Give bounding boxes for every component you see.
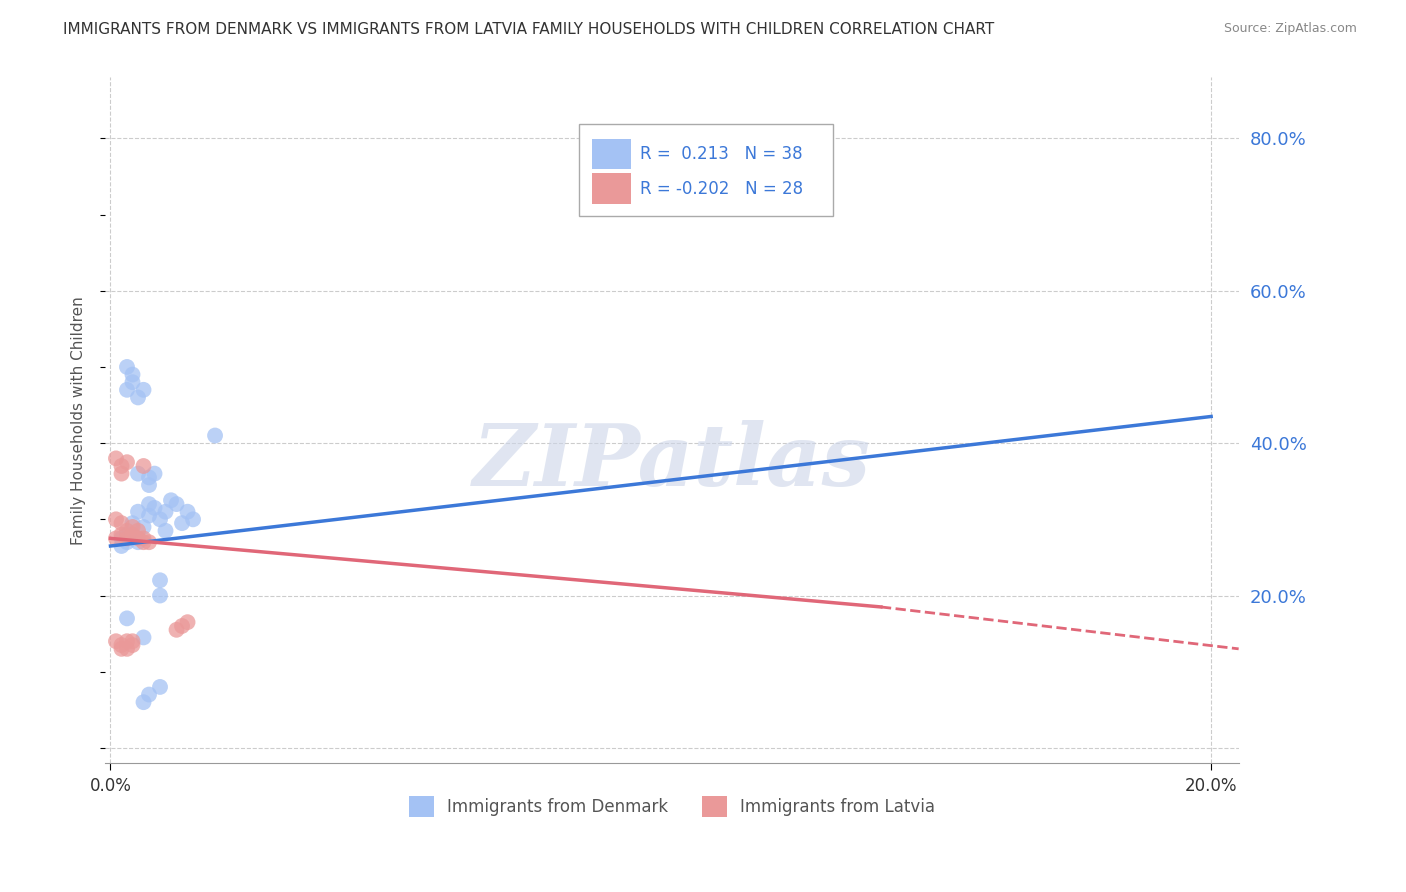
Point [127, 535, 149, 549]
FancyBboxPatch shape [579, 124, 832, 216]
Point [138, 497, 160, 511]
Point [115, 527, 138, 541]
Point [105, 634, 128, 648]
Point [138, 478, 160, 492]
Point [149, 589, 172, 603]
Point [170, 619, 193, 633]
Point [176, 615, 198, 630]
Point [110, 467, 132, 481]
Point [105, 451, 128, 466]
Point [121, 520, 143, 534]
Point [127, 524, 149, 538]
FancyBboxPatch shape [592, 139, 631, 169]
Point [176, 505, 198, 519]
Point [115, 535, 138, 549]
Point [138, 688, 160, 702]
Point [115, 455, 138, 469]
Point [149, 680, 172, 694]
Point [181, 512, 204, 526]
Point [127, 505, 149, 519]
Point [115, 532, 138, 546]
Point [132, 535, 155, 549]
Point [110, 539, 132, 553]
Text: ZIPatlas: ZIPatlas [472, 419, 870, 503]
Point [149, 574, 172, 588]
Point [105, 532, 128, 546]
Point [121, 638, 143, 652]
Point [105, 512, 128, 526]
Point [166, 497, 188, 511]
Point [110, 516, 132, 530]
Point [115, 634, 138, 648]
Point [127, 532, 149, 546]
Point [132, 532, 155, 546]
Point [121, 527, 143, 541]
Point [143, 500, 166, 515]
Point [115, 641, 138, 656]
Point [110, 638, 132, 652]
Point [132, 695, 155, 709]
Point [204, 428, 226, 442]
Point [121, 527, 143, 541]
Point [127, 391, 149, 405]
Point [143, 467, 166, 481]
FancyBboxPatch shape [592, 173, 631, 203]
Text: IMMIGRANTS FROM DENMARK VS IMMIGRANTS FROM LATVIA FAMILY HOUSEHOLDS WITH CHILDRE: IMMIGRANTS FROM DENMARK VS IMMIGRANTS FR… [63, 22, 994, 37]
Point [110, 458, 132, 473]
Point [127, 467, 149, 481]
Point [115, 359, 138, 374]
Point [166, 623, 188, 637]
Point [121, 368, 143, 382]
Legend: Immigrants from Denmark, Immigrants from Latvia: Immigrants from Denmark, Immigrants from… [402, 789, 942, 823]
Point [132, 458, 155, 473]
Point [138, 535, 160, 549]
Point [155, 505, 177, 519]
Point [138, 508, 160, 523]
Point [115, 383, 138, 397]
Point [115, 611, 138, 625]
Point [132, 383, 155, 397]
Y-axis label: Family Households with Children: Family Households with Children [72, 296, 86, 545]
Point [132, 520, 155, 534]
Point [149, 512, 172, 526]
Text: Source: ZipAtlas.com: Source: ZipAtlas.com [1223, 22, 1357, 36]
Point [138, 470, 160, 484]
Point [121, 516, 143, 530]
Point [121, 375, 143, 389]
Point [160, 493, 183, 508]
Text: R = -0.202   N = 28: R = -0.202 N = 28 [640, 179, 803, 197]
Text: R =  0.213   N = 38: R = 0.213 N = 38 [640, 145, 803, 163]
Point [110, 641, 132, 656]
Point [132, 631, 155, 645]
Point [115, 524, 138, 538]
Point [110, 527, 132, 541]
Point [121, 634, 143, 648]
Point [110, 532, 132, 546]
Point [170, 516, 193, 530]
Point [155, 524, 177, 538]
